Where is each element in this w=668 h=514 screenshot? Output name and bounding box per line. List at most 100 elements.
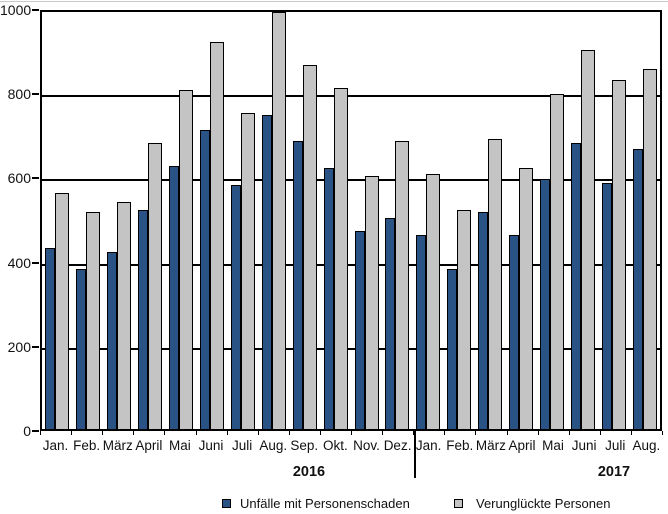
x-tick-label: Jan.	[42, 438, 69, 453]
accidents-bar	[169, 166, 180, 429]
x-tick	[662, 431, 663, 435]
x-tick-label: April	[508, 438, 536, 453]
x-tick	[133, 431, 134, 435]
casualties-bar	[55, 193, 70, 429]
x-tick-label: Feb.	[446, 438, 474, 453]
x-tick	[569, 431, 570, 435]
legend-entry-casualties: Verunglückte Personen	[454, 496, 610, 511]
month-group-2016-Sep	[289, 12, 320, 429]
x-tick-label: Juni	[198, 438, 224, 453]
gridline-400	[42, 263, 660, 266]
casualties-bar	[395, 141, 410, 429]
month-group-2016-März	[104, 12, 135, 429]
x-tick-label: Nov.	[353, 438, 380, 453]
accidents-bar	[478, 212, 489, 429]
casualties-bar	[117, 202, 132, 429]
casualties-bar	[580, 50, 595, 429]
y-tick-600	[32, 177, 39, 180]
month-group-2017-Aug	[629, 12, 660, 429]
x-tick	[164, 431, 165, 435]
accidents-bar	[45, 248, 56, 429]
month-group-2017-April	[506, 12, 537, 429]
legend-swatch-casualties-icon	[454, 499, 463, 508]
x-tick	[600, 431, 601, 435]
accidents-bar	[292, 141, 303, 429]
month-group-2016-Okt	[320, 12, 351, 429]
month-group-2016-Juni	[197, 12, 228, 429]
month-group-2016-Aug	[258, 12, 289, 429]
plot-area	[40, 10, 662, 431]
accidents-bar	[416, 235, 427, 429]
accidents-bar	[230, 185, 241, 429]
casualties-bar	[519, 168, 534, 429]
casualties-bar	[611, 80, 626, 429]
y-tick-label-0: 0	[23, 423, 31, 439]
casualties-bar	[148, 143, 163, 429]
casualties-bar	[86, 212, 101, 429]
month-group-2016-Mai	[166, 12, 197, 429]
gridline-800	[42, 95, 660, 98]
casualties-bar	[457, 210, 472, 429]
x-tick-label: Feb.	[73, 438, 101, 453]
x-tick	[102, 431, 103, 435]
x-tick-label: April	[135, 438, 163, 453]
y-tick-0	[32, 430, 39, 432]
casualties-bar	[488, 139, 503, 429]
x-tick	[196, 431, 197, 435]
x-tick-label: Aug.	[632, 438, 661, 453]
accidents-bar	[385, 218, 396, 429]
year-divider-line	[414, 431, 416, 478]
casualties-bar	[549, 94, 564, 429]
x-tick-label: Juni	[571, 438, 597, 453]
image-top-border	[0, 1, 668, 2]
x-tick	[475, 431, 476, 435]
accidents-bar	[76, 269, 87, 429]
y-tick-label-800: 800	[7, 86, 31, 103]
accidents-bar	[138, 210, 149, 429]
month-group-2017-Juni	[567, 12, 598, 429]
gridline-200	[42, 347, 660, 350]
casualties-bar	[240, 113, 255, 429]
x-tick-label: März	[475, 438, 506, 453]
x-tick	[40, 431, 41, 435]
accidents-bar	[199, 130, 210, 429]
gridline-600	[42, 179, 660, 182]
casualties-bar	[302, 65, 317, 429]
x-tick	[631, 431, 632, 435]
accidents-bar	[447, 269, 458, 429]
x-tick-label: Jan.	[415, 438, 442, 453]
y-tick-400	[32, 261, 39, 264]
month-group-2017-Jan	[413, 12, 444, 429]
x-tick	[289, 431, 290, 435]
y-tick-label-1000: 1000	[0, 2, 32, 18]
month-group-2016-Juli	[227, 12, 258, 429]
x-tick	[538, 431, 539, 435]
x-tick-label: Mai	[169, 438, 191, 453]
legend-swatch-accidents-icon	[222, 499, 231, 508]
legend-label-accidents: Unfälle mit Personenschaden	[240, 496, 410, 511]
casualties-bar	[426, 174, 441, 429]
y-tick-200	[32, 345, 39, 348]
month-group-2017-Mai	[537, 12, 568, 429]
y-tick-label-200: 200	[7, 338, 31, 355]
x-tick	[413, 431, 414, 435]
month-group-2016-Nov	[351, 12, 382, 429]
y-tick-label-400: 400	[7, 254, 31, 271]
x-tick-label: Aug.	[259, 438, 288, 453]
y-tick-label-600: 600	[7, 170, 31, 187]
x-tick-label: Dez.	[383, 438, 412, 453]
x-tick	[227, 431, 228, 435]
casualties-bar	[271, 12, 286, 429]
accidents-bar	[261, 115, 272, 429]
accidents-bar	[354, 231, 365, 429]
year-label-2016: 2016	[292, 464, 326, 480]
x-tick-label: Juli	[605, 438, 626, 453]
x-tick	[382, 431, 383, 435]
casualties-bar	[333, 88, 348, 429]
x-axis-labels: Jan. Feb. März April Mai Juni Juli Aug. Sep. Okt.…	[40, 438, 662, 454]
month-group-2017-Juli	[598, 12, 629, 429]
accidents-bar	[509, 235, 520, 429]
y-tick-1000	[32, 9, 39, 11]
x-tick	[320, 431, 321, 435]
month-group-2016-Jan	[42, 12, 73, 429]
